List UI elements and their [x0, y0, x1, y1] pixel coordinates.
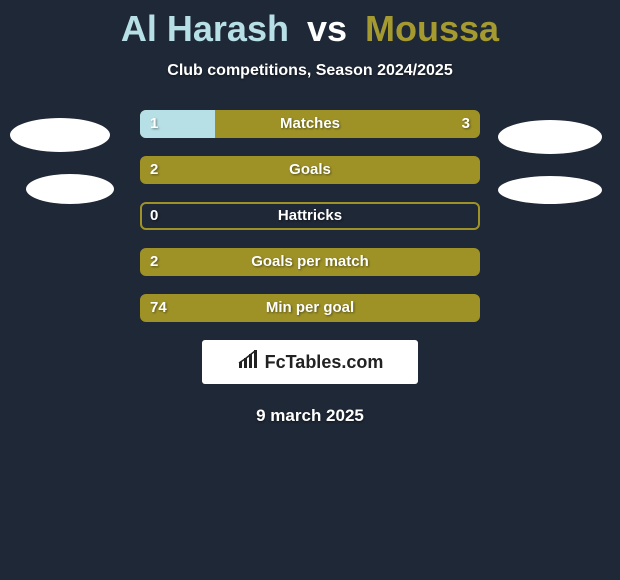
source-badge-text: FcTables.com — [265, 352, 384, 373]
stat-label: Goals — [140, 156, 480, 184]
title-vs: vs — [307, 8, 347, 49]
comparison-chart: 1 Matches 3 2 Goals 0 Hattricks 2 Goals … — [0, 110, 620, 426]
stat-row: 2 Goals — [140, 156, 480, 184]
stat-row: 0 Hattricks — [140, 202, 480, 230]
subtitle: Club competitions, Season 2024/2025 — [0, 62, 620, 80]
bar-chart-icon — [237, 350, 261, 375]
stat-row: 1 Matches 3 — [140, 110, 480, 138]
stat-label: Hattricks — [140, 202, 480, 230]
decoration-ellipse — [498, 176, 602, 204]
decoration-ellipse — [498, 120, 602, 154]
decoration-ellipse — [26, 174, 114, 204]
decoration-ellipse — [10, 118, 110, 152]
stat-label: Min per goal — [140, 294, 480, 322]
stat-row: 2 Goals per match — [140, 248, 480, 276]
page-title: Al Harash vs Moussa — [0, 0, 620, 54]
title-player2: Moussa — [365, 8, 499, 49]
source-badge: FcTables.com — [202, 340, 418, 384]
title-player1: Al Harash — [121, 8, 289, 49]
stat-label: Matches — [140, 110, 480, 138]
stat-value-right: 3 — [462, 110, 470, 138]
stat-label: Goals per match — [140, 248, 480, 276]
footer-date: 9 march 2025 — [0, 406, 620, 426]
stat-row: 74 Min per goal — [140, 294, 480, 322]
